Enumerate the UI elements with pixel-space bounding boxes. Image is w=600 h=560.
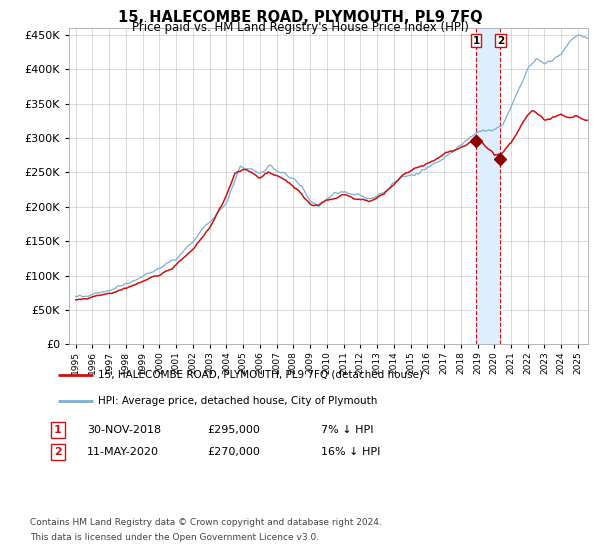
Text: 2: 2 [54,447,62,457]
Text: 11-MAY-2020: 11-MAY-2020 [87,447,159,457]
Text: 16% ↓ HPI: 16% ↓ HPI [321,447,380,457]
Text: 15, HALECOMBE ROAD, PLYMOUTH, PL9 7FQ (detached house): 15, HALECOMBE ROAD, PLYMOUTH, PL9 7FQ (d… [98,370,424,380]
Text: Price paid vs. HM Land Registry's House Price Index (HPI): Price paid vs. HM Land Registry's House … [131,21,469,34]
Text: HPI: Average price, detached house, City of Plymouth: HPI: Average price, detached house, City… [98,396,378,406]
Text: This data is licensed under the Open Government Licence v3.0.: This data is licensed under the Open Gov… [30,533,319,542]
Text: 1: 1 [54,425,62,435]
Text: 1: 1 [473,36,480,46]
Text: 15, HALECOMBE ROAD, PLYMOUTH, PL9 7FQ: 15, HALECOMBE ROAD, PLYMOUTH, PL9 7FQ [118,10,482,25]
Text: 7% ↓ HPI: 7% ↓ HPI [321,425,373,435]
Text: Contains HM Land Registry data © Crown copyright and database right 2024.: Contains HM Land Registry data © Crown c… [30,518,382,527]
Bar [476,28,500,344]
Text: 30-NOV-2018: 30-NOV-2018 [87,425,161,435]
Text: £295,000: £295,000 [207,425,260,435]
Text: £270,000: £270,000 [207,447,260,457]
Text: 2: 2 [497,36,504,46]
